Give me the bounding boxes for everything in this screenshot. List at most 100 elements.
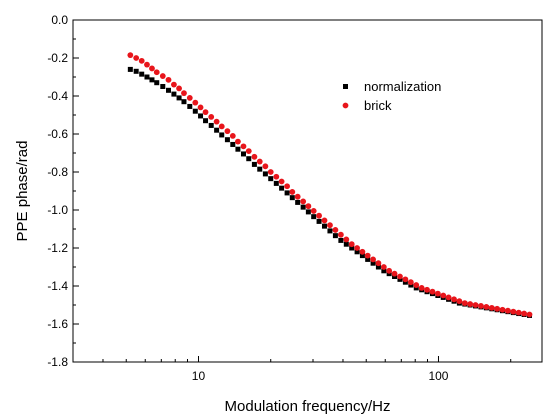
data-point-normalization: [343, 241, 349, 247]
data-point-brick: [224, 128, 231, 135]
data-point-brick: [267, 169, 274, 175]
data-point-brick: [321, 217, 328, 224]
data-point-brick: [483, 304, 490, 310]
data-point-brick: [478, 303, 484, 309]
data-point-brick: [440, 292, 447, 299]
data-point-normalization: [268, 176, 274, 182]
data-point-brick: [375, 260, 382, 267]
data-point-brick: [467, 301, 474, 307]
data-point-normalization: [127, 66, 133, 72]
data-point-brick: [251, 153, 258, 160]
data-point-normalization: [284, 190, 290, 196]
data-point-brick: [208, 114, 215, 120]
x-tick-label: 100: [428, 369, 448, 383]
data-point-normalization: [246, 156, 252, 162]
data-point-normalization: [273, 180, 279, 186]
data-point-brick: [418, 285, 425, 291]
data-point-brick: [133, 55, 140, 61]
data-point-normalization: [224, 137, 230, 143]
data-point-brick: [218, 123, 225, 130]
data-point-normalization: [349, 245, 355, 251]
data-point-normalization: [240, 151, 246, 157]
data-point-brick: [364, 252, 371, 259]
data-point-brick: [424, 286, 430, 293]
data-point-brick: [273, 173, 280, 180]
data-point-brick: [262, 163, 269, 170]
data-point-brick: [337, 231, 344, 238]
data-point-brick: [153, 69, 160, 76]
data-point-normalization: [316, 218, 322, 224]
data-point-normalization: [381, 268, 387, 274]
data-point-brick: [386, 267, 393, 274]
data-point-normalization: [144, 74, 150, 80]
data-point-normalization: [208, 122, 214, 128]
data-point-normalization: [332, 233, 338, 239]
data-point-brick: [461, 300, 468, 306]
y-tick-label: -1.0: [47, 203, 68, 217]
y-tick-label: -1.4: [47, 279, 68, 293]
data-point-normalization: [365, 256, 371, 262]
data-point-brick: [186, 95, 193, 101]
data-point-brick: [397, 273, 403, 280]
data-point-normalization: [192, 108, 198, 114]
data-point-normalization: [262, 171, 268, 177]
data-point-brick: [300, 198, 307, 205]
data-point-brick: [229, 133, 236, 139]
y-tick-label: -1.8: [47, 355, 68, 369]
data-point-brick: [494, 305, 501, 312]
data-point-normalization: [187, 103, 193, 109]
data-point-normalization: [370, 260, 376, 266]
x-tick-label: 10: [192, 369, 206, 383]
data-point-brick: [138, 57, 145, 64]
data-point-brick: [289, 189, 296, 195]
data-point-brick: [127, 52, 134, 59]
data-point-normalization: [171, 91, 177, 97]
y-tick-label: 0.0: [51, 13, 68, 27]
data-point-brick: [316, 212, 322, 219]
data-point-brick: [278, 178, 285, 185]
data-point-brick: [171, 81, 177, 88]
data-point-normalization: [219, 132, 225, 138]
data-point-brick: [305, 203, 312, 210]
data-point-brick: [456, 298, 463, 305]
data-point-brick: [504, 307, 511, 314]
data-point-normalization: [295, 199, 301, 205]
data-point-brick: [407, 279, 414, 286]
data-point-normalization: [321, 223, 327, 229]
data-point-brick: [488, 304, 495, 311]
data-point-brick: [434, 290, 441, 297]
data-point-normalization: [375, 264, 381, 270]
data-point-brick: [192, 99, 199, 106]
data-point-normalization: [235, 146, 241, 152]
data-point-brick: [402, 276, 409, 283]
data-point-normalization: [289, 195, 295, 201]
data-point-brick: [240, 143, 247, 150]
data-point-brick: [202, 109, 209, 116]
data-point-normalization: [230, 141, 236, 147]
data-point-brick: [380, 264, 387, 270]
data-marks: [127, 52, 533, 318]
y-axis-title: PPE phase/rad: [14, 141, 31, 242]
data-point-brick: [213, 118, 220, 125]
data-point-brick: [413, 282, 420, 288]
data-point-brick: [327, 222, 333, 229]
data-point-normalization: [214, 127, 220, 133]
axis-ticks: [73, 19, 512, 363]
data-point-brick: [451, 296, 457, 303]
data-point-normalization: [354, 249, 360, 255]
legend-marker-normalization: [343, 84, 348, 89]
data-point-brick: [343, 236, 350, 243]
data-point-normalization: [279, 185, 285, 191]
data-point-normalization: [154, 80, 160, 86]
data-point-brick: [159, 73, 166, 79]
data-point-brick: [310, 208, 317, 214]
y-tick-label: -0.6: [47, 127, 68, 141]
data-point-brick: [294, 193, 301, 200]
legend-label-normalization: normalization: [364, 79, 441, 94]
data-point-normalization: [139, 71, 145, 77]
data-point-normalization: [198, 113, 204, 119]
data-point-normalization: [203, 118, 209, 124]
data-point-brick: [499, 306, 506, 313]
